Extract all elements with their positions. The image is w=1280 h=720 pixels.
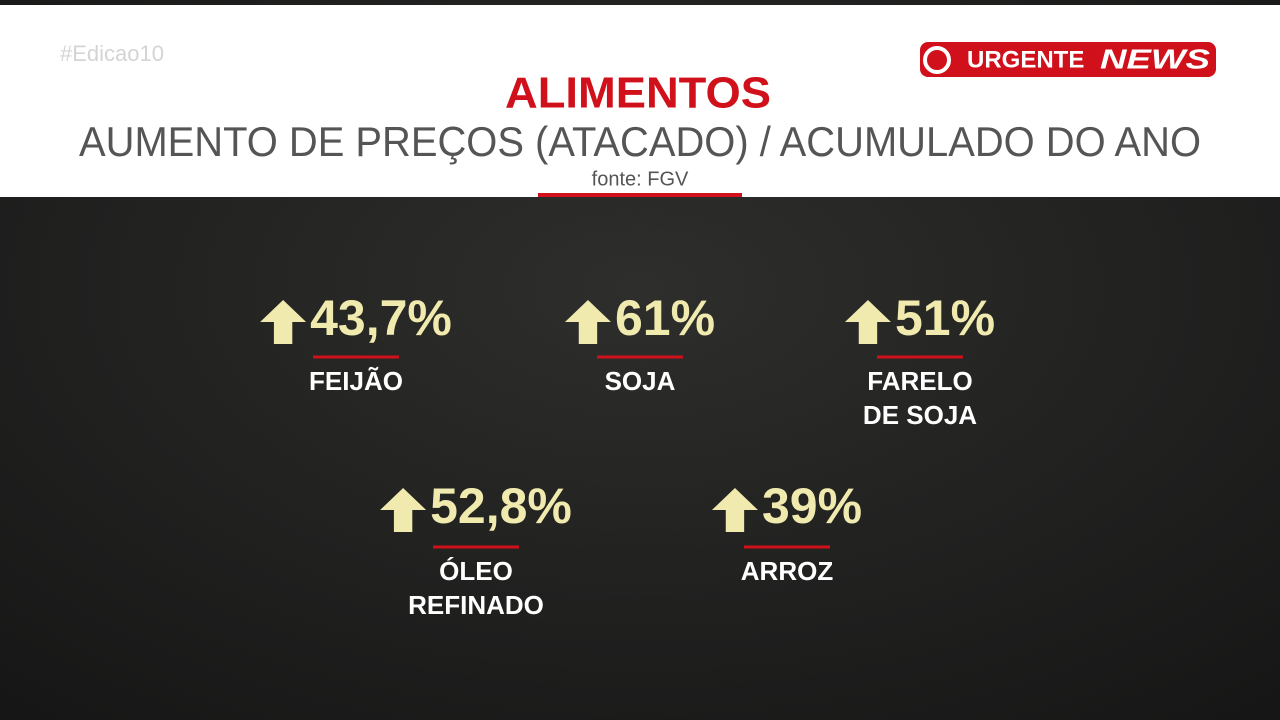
arrow-icon: [844, 300, 891, 344]
value-underline: [433, 545, 519, 549]
arrow-icon: [711, 488, 758, 532]
value: 52,8%: [430, 478, 572, 534]
item-label: REFINADO: [408, 590, 544, 620]
title: ALIMENTOS: [505, 69, 771, 118]
value: 43,7%: [310, 290, 452, 346]
hashtag: #Edicao10: [60, 41, 164, 66]
value: 61%: [615, 290, 715, 346]
value-underline: [313, 355, 399, 359]
value-underline: [877, 355, 963, 359]
badge-right: NEWS: [1100, 43, 1210, 74]
value: 39%: [762, 478, 862, 534]
item-label: ÓLEO: [439, 556, 513, 586]
item-label: FARELO: [867, 366, 972, 396]
value-underline: [597, 355, 683, 359]
header-panel: [0, 5, 1280, 197]
item-label: FEIJÃO: [309, 366, 403, 396]
badge: [920, 42, 1216, 77]
item-label: SOJA: [605, 366, 676, 396]
source: fonte: FGV: [592, 168, 689, 190]
header-underline: [538, 193, 742, 197]
item-label: DE SOJA: [863, 400, 977, 430]
badge-logo: [923, 46, 951, 74]
subtitle: AUMENTO DE PREÇOS (ATACADO) / ACUMULADO …: [79, 118, 1201, 165]
arrow-icon: [260, 300, 307, 344]
arrow-icon: [564, 300, 611, 344]
value: 51%: [895, 290, 995, 346]
badge-left: URGENTE: [967, 46, 1084, 73]
item-label: ARROZ: [741, 556, 834, 586]
value-underline: [744, 545, 830, 549]
arrow-icon: [380, 488, 427, 532]
